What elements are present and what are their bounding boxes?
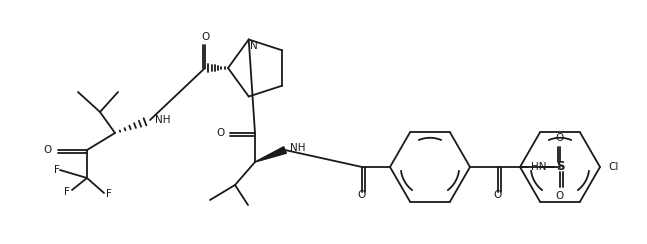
Polygon shape	[255, 147, 287, 162]
Text: O: O	[494, 190, 502, 200]
Text: NH: NH	[155, 115, 171, 125]
Text: S: S	[556, 161, 564, 173]
Text: HN: HN	[531, 162, 547, 172]
Text: O: O	[556, 191, 564, 201]
Text: O: O	[44, 145, 52, 155]
Text: F: F	[54, 165, 60, 175]
Text: O: O	[217, 128, 225, 138]
Text: F: F	[106, 189, 112, 199]
Text: NH: NH	[290, 143, 305, 153]
Text: O: O	[358, 190, 366, 200]
Text: N: N	[250, 41, 258, 51]
Text: O: O	[556, 133, 564, 143]
Text: F: F	[64, 187, 70, 197]
Text: O: O	[201, 32, 209, 42]
Text: Cl: Cl	[608, 162, 619, 172]
